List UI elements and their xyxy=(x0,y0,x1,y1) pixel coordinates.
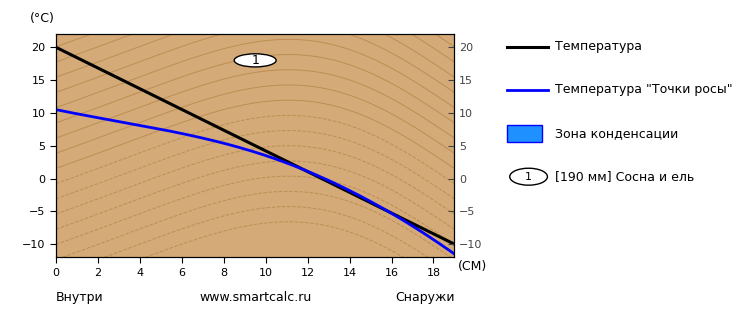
Text: (°C): (°C) xyxy=(30,12,55,25)
Text: Температура: Температура xyxy=(555,40,642,53)
Circle shape xyxy=(234,54,276,67)
Text: Внутри: Внутри xyxy=(56,291,104,304)
Text: (СМ): (СМ) xyxy=(458,260,487,273)
Text: Зона конденсации: Зона конденсации xyxy=(555,127,678,140)
Text: www.smartcalc.ru: www.smartcalc.ru xyxy=(199,291,311,304)
Text: 1: 1 xyxy=(525,172,532,182)
Text: [190 мм] Сосна и ель: [190 мм] Сосна и ель xyxy=(555,170,694,183)
Text: Температура "Точки росы": Температура "Точки росы" xyxy=(555,83,732,96)
Text: Снаружи: Снаружи xyxy=(395,291,454,304)
Text: 1: 1 xyxy=(251,54,259,67)
